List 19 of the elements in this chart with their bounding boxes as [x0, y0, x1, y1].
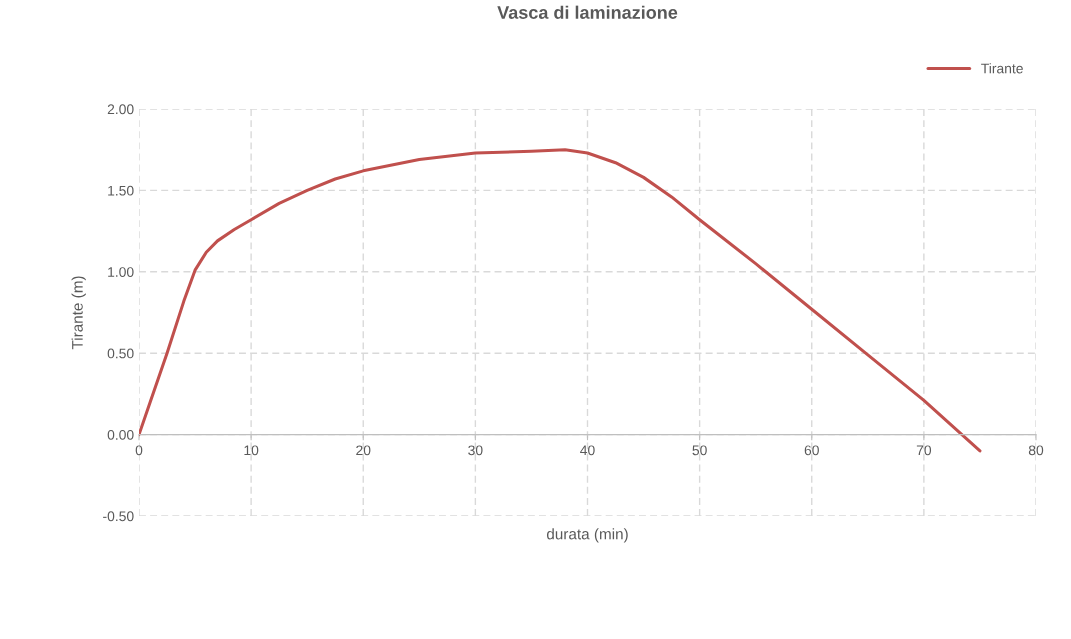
x-tick-label: 70	[916, 445, 932, 456]
x-tick-label: 60	[804, 445, 819, 456]
x-axis-title: durata (min)	[546, 528, 628, 543]
y-axis-title: Tirante (m)	[71, 276, 86, 350]
y-tick-label: 0.00	[107, 429, 134, 440]
x-tick-label: 50	[692, 445, 707, 456]
x-tick-label: 0	[135, 445, 143, 456]
y-tick-label: 1.50	[108, 185, 134, 196]
x-tick-label: 20	[356, 445, 371, 456]
chart-title: Vasca di laminazione	[497, 5, 678, 19]
x-tick-label: 80	[1028, 445, 1044, 456]
y-tick-label: 0.50	[107, 348, 134, 359]
legend-label: Tirante	[981, 63, 1023, 74]
y-tick-label: -0.50	[103, 511, 134, 522]
x-tick-label: 10	[244, 445, 259, 456]
x-tick-label: 40	[580, 445, 595, 456]
y-tick-label: 2.00	[107, 104, 134, 115]
y-tick-label: 1.00	[108, 267, 134, 277]
x-tick-label: 30	[468, 445, 483, 456]
